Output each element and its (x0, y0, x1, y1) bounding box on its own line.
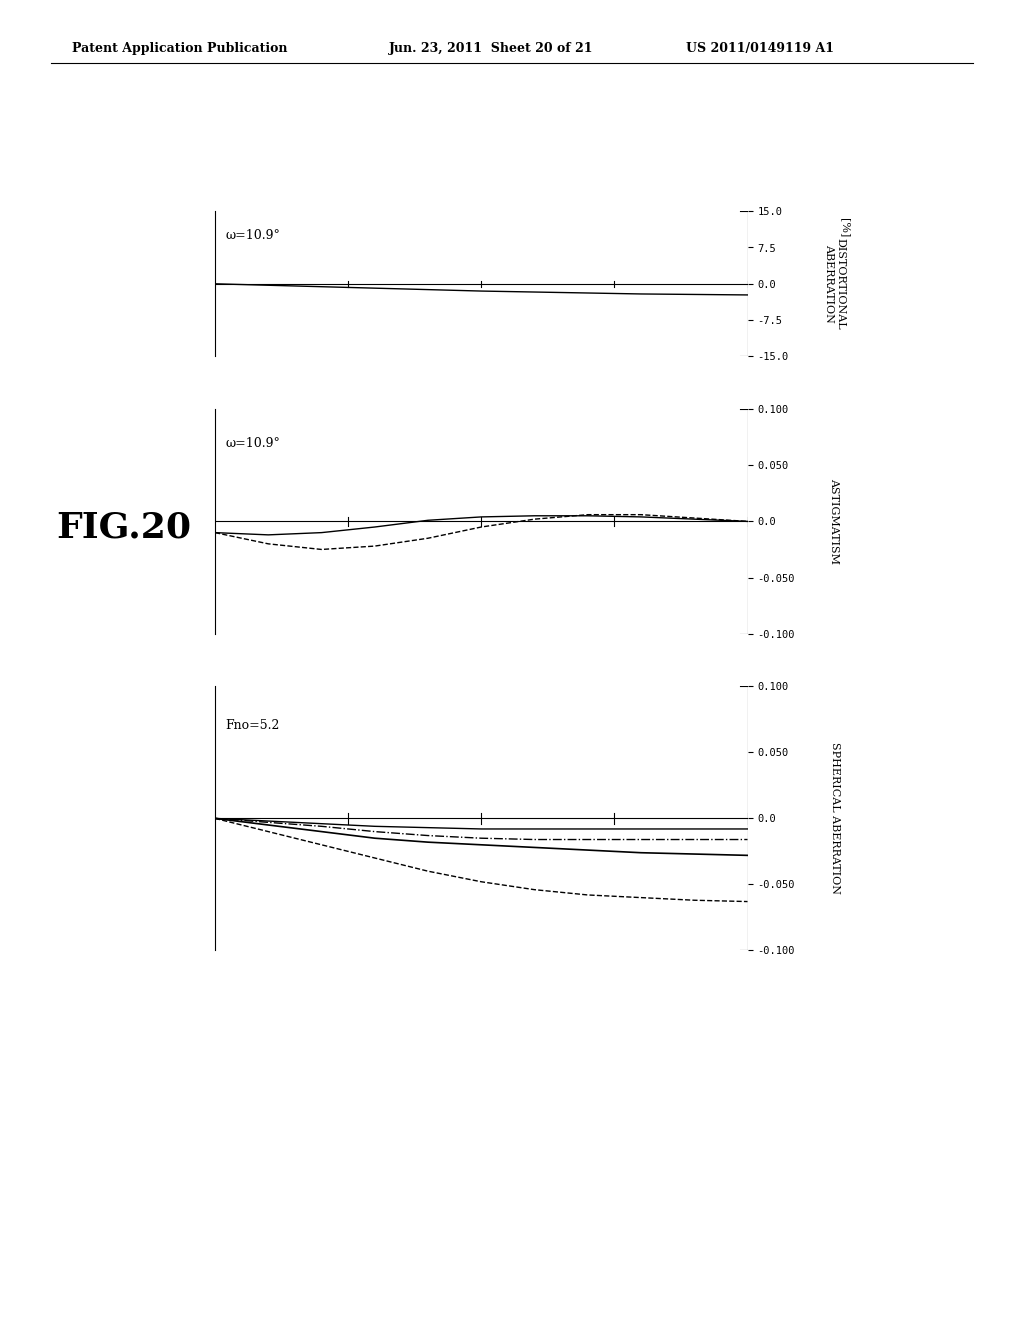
Text: Patent Application Publication: Patent Application Publication (72, 42, 287, 55)
Text: ASTIGMATISM: ASTIGMATISM (829, 478, 840, 565)
Text: DISTORTIONAL
ABERRATION: DISTORTIONAL ABERRATION (823, 238, 846, 330)
Text: US 2011/0149119 A1: US 2011/0149119 A1 (686, 42, 835, 55)
Text: [%]: [%] (840, 218, 850, 238)
Text: SPHERICAL ABERRATION: SPHERICAL ABERRATION (829, 742, 840, 895)
Text: FIG.20: FIG.20 (56, 511, 191, 545)
Text: ω=10.9°: ω=10.9° (225, 230, 281, 243)
Text: ω=10.9°: ω=10.9° (225, 437, 281, 450)
Text: Fno=5.2: Fno=5.2 (225, 719, 281, 733)
Text: Jun. 23, 2011  Sheet 20 of 21: Jun. 23, 2011 Sheet 20 of 21 (389, 42, 594, 55)
